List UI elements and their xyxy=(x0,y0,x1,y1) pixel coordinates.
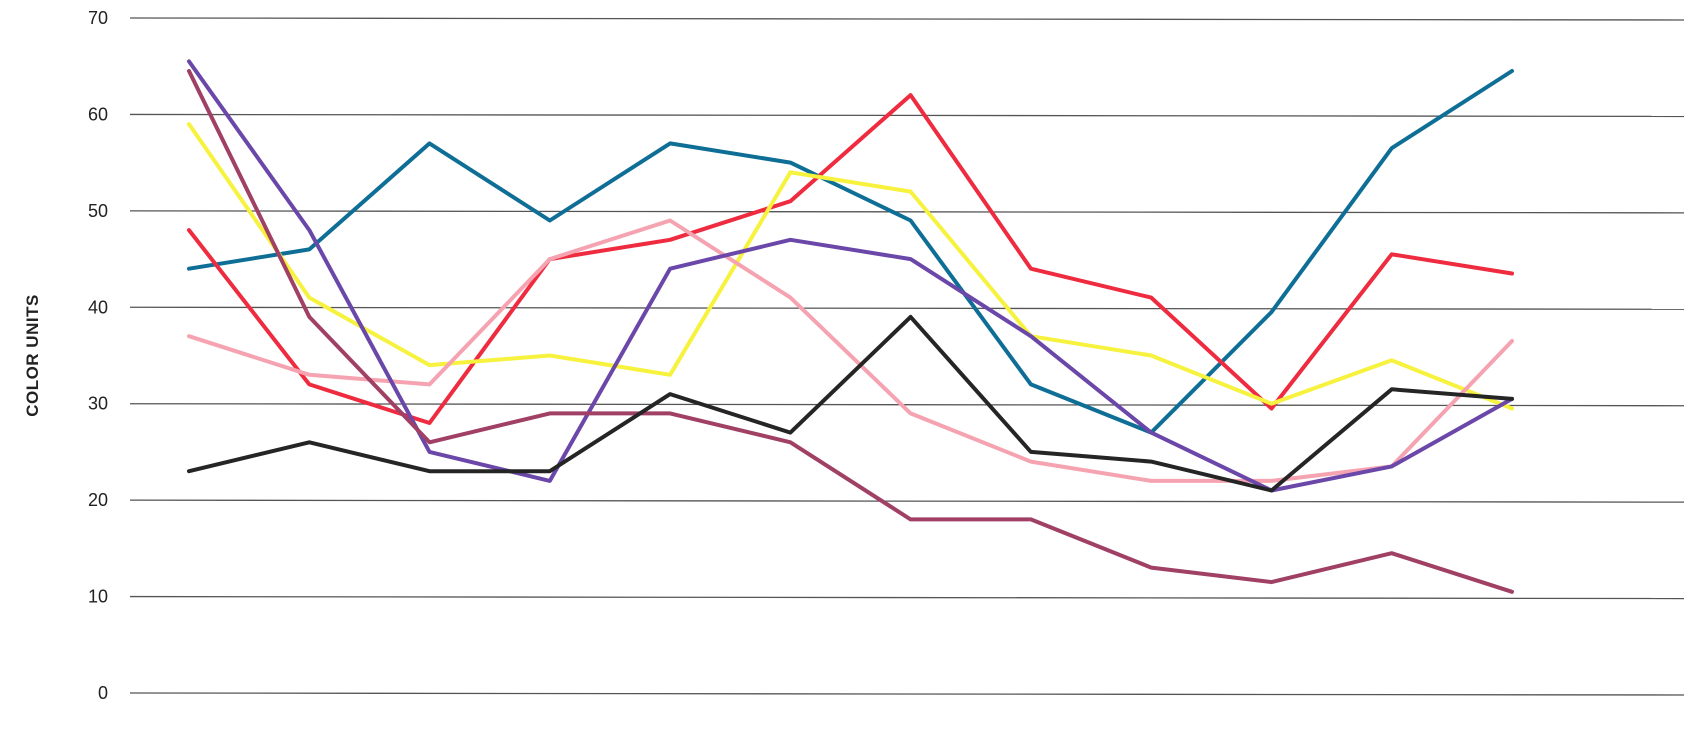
series-lines xyxy=(187,59,1514,594)
series-line-1 xyxy=(187,69,1514,435)
y-tick-label: 30 xyxy=(88,394,108,414)
series-line-3 xyxy=(187,122,1514,411)
y-axis-title: COLOR UNITS xyxy=(23,294,42,417)
y-tick-label: 70 xyxy=(88,8,108,28)
y-tick-label: 50 xyxy=(88,201,108,221)
y-tick-label: 0 xyxy=(98,683,108,703)
y-tick-label: 40 xyxy=(88,297,108,317)
y-tick-label: 60 xyxy=(88,104,108,124)
gridline-10 xyxy=(129,595,1684,600)
gridline-60 xyxy=(129,113,1684,118)
gridline-20 xyxy=(129,499,1684,503)
series-line-4 xyxy=(187,218,1514,483)
gridline-40 xyxy=(129,306,1684,310)
series-line-7 xyxy=(187,314,1514,493)
gridline-30 xyxy=(129,403,1684,407)
series-line-6 xyxy=(187,69,1514,594)
series-line-5 xyxy=(187,59,1514,493)
y-tick-label: 10 xyxy=(88,587,108,607)
y-tick-label: 20 xyxy=(88,490,108,510)
gridline-0 xyxy=(129,692,1684,696)
gridline-50 xyxy=(129,210,1684,214)
gridline-70 xyxy=(129,17,1684,21)
y-axis-ticks: 0 10 20 30 40 50 60 70 xyxy=(88,8,108,703)
gridlines xyxy=(129,17,1684,696)
